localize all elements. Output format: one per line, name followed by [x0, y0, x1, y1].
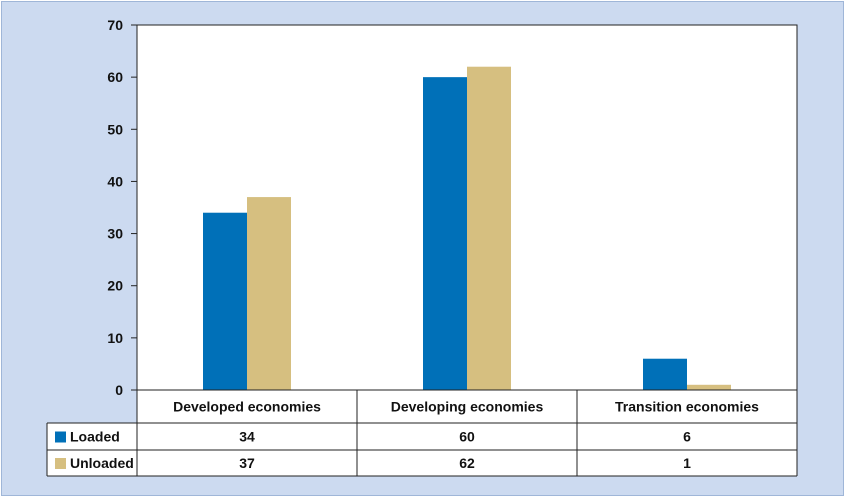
legend-label-unloaded: Unloaded [70, 455, 134, 471]
category-label: Developed economies [173, 399, 321, 415]
category-label: Developing economies [391, 399, 544, 415]
y-tick-label: 40 [107, 173, 123, 189]
y-tick-label: 60 [107, 69, 123, 85]
y-tick-label: 0 [115, 382, 123, 398]
data-label: 6 [683, 429, 691, 445]
legend-swatch-loaded [55, 431, 66, 443]
data-label: 34 [239, 429, 255, 445]
bars [203, 66, 731, 391]
bar-loaded-2 [643, 358, 687, 390]
bar-unloaded-1 [467, 66, 511, 390]
data-table: Developed economies Developing economies T… [46, 389, 798, 477]
y-axis: 0 10 20 30 40 50 60 70 [107, 17, 137, 398]
bar-unloaded-0 [247, 197, 291, 390]
y-tick-label: 10 [107, 330, 123, 346]
bar-loaded-1 [423, 77, 467, 391]
data-label: 62 [459, 455, 475, 471]
y-tick-label: 50 [107, 121, 123, 137]
data-label: 60 [459, 429, 475, 445]
table-body [137, 390, 797, 476]
legend-swatch-unloaded [55, 458, 66, 469]
y-tick-label: 20 [107, 278, 123, 294]
data-label: 1 [683, 455, 691, 471]
bar-loaded-0 [203, 212, 247, 390]
data-label: 37 [239, 455, 255, 471]
bar-unloaded-2 [687, 384, 731, 390]
y-tick-label: 70 [107, 17, 123, 33]
y-tick-label: 30 [107, 226, 123, 242]
legend-label-loaded: Loaded [70, 429, 120, 445]
category-label: Transition economies [615, 399, 759, 415]
